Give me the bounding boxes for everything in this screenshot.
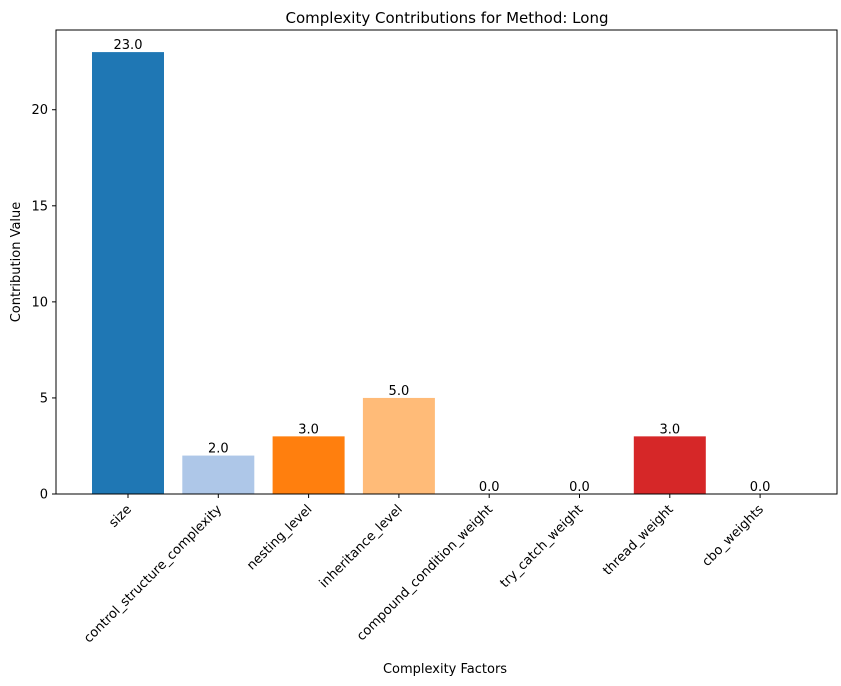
data-label-thread-weight: 3.0	[659, 422, 680, 437]
data-label-try-catch-weight: 0.0	[569, 480, 590, 495]
y-tick-label: 10	[31, 295, 48, 310]
y-tick-label: 20	[31, 103, 48, 118]
data-label-nesting-level: 3.0	[298, 422, 319, 437]
bar-size	[92, 52, 164, 494]
bar-thread-weight	[633, 436, 706, 494]
bar-control-structure-complexity	[182, 455, 255, 494]
data-label-compound-condition-weight: 0.0	[479, 480, 500, 495]
x-tick-label-inheritance-level: inheritance_level	[317, 502, 406, 591]
data-labels-group: 23.0 2.0 3.0 5.0 0.0 0.0 3.0 0.0	[114, 38, 771, 495]
y-tick-label: 15	[31, 199, 48, 214]
y-tick-label: 5	[40, 391, 48, 406]
x-tick-label-thread-weight: thread_weight	[600, 502, 676, 578]
bar-inheritance-level	[362, 397, 435, 494]
chart-title: Complexity Contributions for Method: Lon…	[286, 9, 609, 27]
x-tick-label-nesting-level: nesting_level	[244, 502, 315, 573]
plot-frame	[55, 29, 838, 495]
y-tick-label: 0	[40, 488, 48, 503]
bar-nesting-level	[272, 436, 345, 494]
data-label-inheritance-level: 5.0	[389, 384, 410, 399]
x-tick-label-try-catch-weight: try_catch_weight	[498, 502, 587, 591]
y-axis: 0 5 10 15 20	[31, 103, 56, 503]
data-label-size: 23.0	[114, 38, 143, 53]
bars-group	[92, 52, 706, 494]
data-label-cbo-weights: 0.0	[750, 480, 771, 495]
y-axis-label: Contribution Value	[9, 202, 24, 323]
x-tick-label-cbo-weights: cbo_weights	[699, 502, 767, 570]
data-label-control-structure-complexity: 2.0	[208, 442, 229, 457]
x-axis-label: Complexity Factors	[383, 662, 507, 677]
x-tick-label-control-structure-complexity: control_structure_complexity	[81, 502, 225, 646]
x-tick-label-size: size	[106, 502, 134, 530]
